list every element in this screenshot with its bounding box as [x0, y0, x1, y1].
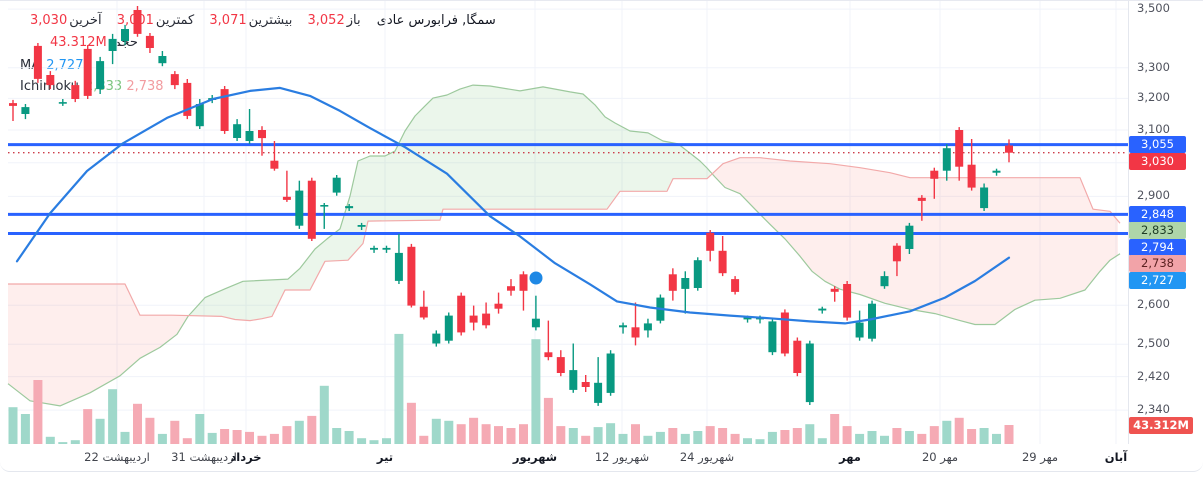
price-tick: 2,500: [1137, 336, 1170, 350]
candles: [9, 6, 1013, 406]
time-tick: مهر: [839, 450, 861, 464]
price-tick: 2,600: [1137, 297, 1170, 311]
price-tick: 3,500: [1137, 1, 1170, 15]
time-axis[interactable]: 22 اردیبهشت 31 اردیبهشت خرداد تیر شهریور 12 ش…: [0, 444, 1203, 472]
price-tick: 2,420: [1137, 369, 1170, 383]
price-tag-3055: 3,055: [1129, 136, 1186, 153]
time-tick: شهریور: [512, 450, 558, 464]
volume-value: 43.312M: [50, 35, 107, 50]
price-level-lines: [8, 143, 1128, 235]
price-tick: 3,200: [1137, 90, 1170, 104]
price-tag-3030: 3,030: [1129, 153, 1186, 170]
time-tick: 22 اردیبهشت: [84, 450, 150, 464]
open-label: باز: [346, 13, 361, 28]
time-tick: 31 اردیبهشت: [171, 450, 237, 464]
last-label: آخرین: [69, 13, 102, 28]
price-tick: 2,340: [1137, 402, 1170, 416]
price-tag-2794: 2,794: [1129, 239, 1186, 256]
price-axis[interactable]: 3,5003,3003,2003,1003,0002,9002,6002,500…: [1129, 1, 1203, 444]
instrument-name: سمگا, فرابورس عادی: [376, 13, 496, 28]
time-tick: 12 شهریور: [594, 450, 650, 464]
price-tick: 2,900: [1137, 188, 1170, 202]
high-label: بیشترین: [248, 13, 293, 28]
price-tick: 3,100: [1137, 122, 1170, 136]
legend-ichimoku-row: Ichimoku 2,833 2,738: [18, 79, 170, 94]
volume-tag: 43.312M: [1129, 417, 1193, 434]
time-tick: خرداد: [230, 450, 262, 464]
price-tag-2833: 2,833: [1129, 222, 1186, 239]
gridlines: [8, 1, 1128, 444]
low-label: کمترین: [155, 13, 195, 28]
time-tick: 29 مهر: [1021, 450, 1059, 464]
price-tag-2848: 2,848: [1129, 206, 1186, 223]
ma-value: 2,727: [46, 58, 84, 73]
price-tag-2738: 2,738: [1129, 255, 1186, 272]
price-tick: 3,300: [1137, 60, 1170, 74]
open-value: 3,052: [307, 13, 345, 28]
volume-bars: [8, 333, 1014, 446]
axis-separator: [1128, 1, 1129, 444]
ichimoku-label: Ichimoku: [20, 79, 79, 94]
time-tick: تیر: [376, 450, 394, 464]
time-tick: آبان: [1104, 450, 1128, 464]
last-value: 3,030: [30, 13, 68, 28]
price-tag-2727: 2,727: [1129, 272, 1186, 289]
time-tick: 20 مهر: [921, 450, 959, 464]
ma-line: [15, 86, 1011, 325]
buy-marker-dot: [529, 271, 543, 285]
ichimoku-b-value: 2,738: [126, 79, 164, 94]
high-value: 3,071: [209, 13, 247, 28]
time-tick: 24 شهریور: [679, 450, 735, 464]
legend-volume-row: حجم 43.312M: [50, 35, 140, 50]
